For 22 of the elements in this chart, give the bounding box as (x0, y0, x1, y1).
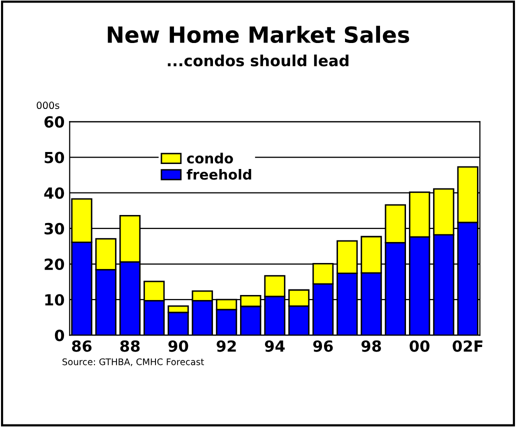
x-tick-label: 94 (264, 340, 285, 352)
x-tick-label: 92 (216, 340, 236, 352)
x-tick-label: 02F (452, 340, 482, 352)
source-note: Source: GTHBA, CMHC Forecast (62, 358, 204, 366)
y-tick-label: 10 (45, 294, 64, 306)
x-tick-label: 98 (361, 340, 381, 352)
x-tick-label: 00 (410, 340, 430, 352)
y-tick-label: 50 (44, 152, 64, 164)
legend-label: freehold (186, 168, 252, 180)
y-tick-label: 30 (44, 222, 64, 234)
x-tick-label: 90 (168, 340, 188, 352)
x-tick-label: 86 (72, 340, 92, 352)
y-tick-label: 0 (54, 330, 64, 342)
y-tick-label: 40 (44, 187, 64, 199)
chart-title: New Home Market Sales (108, 26, 410, 44)
y-tick-label: 20 (44, 258, 64, 270)
y-axis-title: 000s (36, 102, 60, 110)
x-tick-label: 88 (120, 340, 140, 352)
x-tick-label: 96 (313, 340, 333, 352)
chart-subtitle: ...condos should lead (168, 54, 348, 66)
y-tick-label: 60 (44, 116, 64, 128)
legend-label: condo (187, 152, 233, 164)
